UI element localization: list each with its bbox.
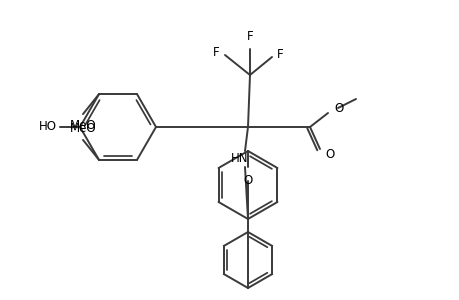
Text: HO: HO: [39, 121, 57, 134]
Text: O: O: [333, 103, 342, 116]
Text: O: O: [325, 148, 334, 161]
Text: HN: HN: [231, 152, 248, 166]
Text: O: O: [243, 174, 252, 187]
Text: F: F: [276, 47, 283, 61]
Text: F: F: [246, 30, 253, 43]
Text: MeO: MeO: [69, 119, 96, 132]
Text: F: F: [213, 46, 219, 59]
Text: MeO: MeO: [69, 122, 96, 135]
